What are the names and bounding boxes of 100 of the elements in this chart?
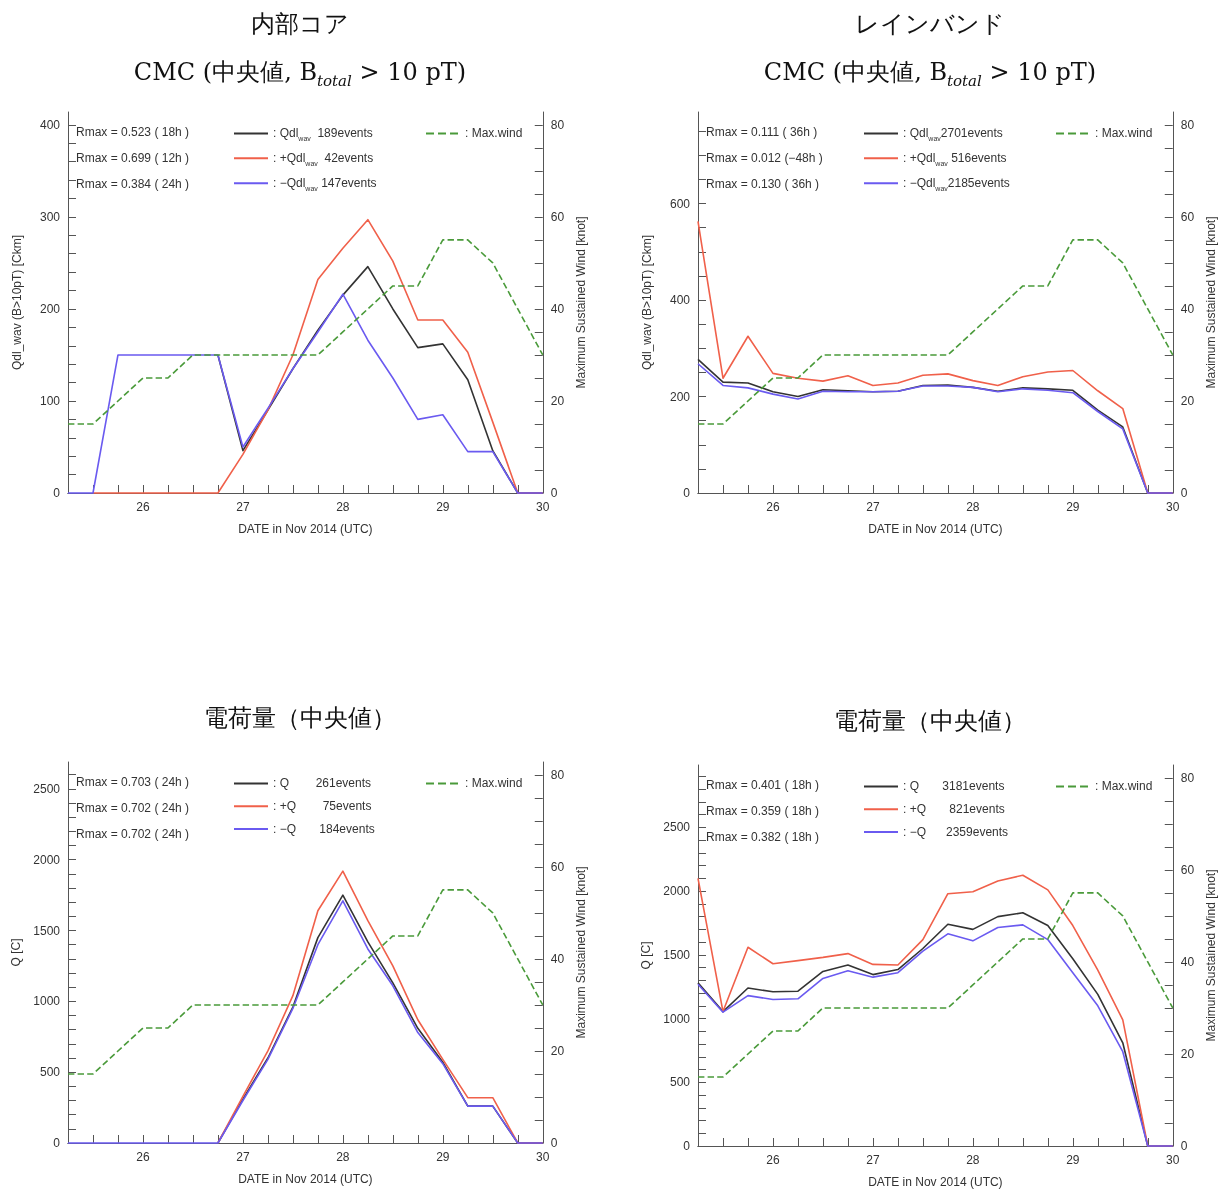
legend-label: : −Q 184events xyxy=(273,822,375,836)
x-axis-title: DATE in Nov 2014 (UTC) xyxy=(238,522,373,536)
y-tick-label: 1000 xyxy=(663,1011,691,1026)
x-tick-label: 29 xyxy=(1066,500,1080,514)
y-tick-label: 2000 xyxy=(663,884,691,899)
y-tick-label: 0 xyxy=(683,1139,691,1153)
y2-tick-label: 80 xyxy=(1180,770,1195,785)
y-tick-label: 0 xyxy=(53,1136,61,1150)
line-series xyxy=(67,889,544,1075)
y2-tick-label: 20 xyxy=(550,1043,565,1058)
y-axis-title: Qdl_wav (B>10pT) [Ckm] xyxy=(640,234,654,371)
annotation: Rmax = 0.130 ( 36h ) xyxy=(706,177,820,191)
x-tick-label: 26 xyxy=(136,500,150,514)
y2-tick-label: 20 xyxy=(550,393,565,408)
x-tick-label: 26 xyxy=(766,500,780,514)
y-axis-title: Q [C] xyxy=(9,938,24,967)
y2-tick-label: 60 xyxy=(1180,862,1195,877)
legend-label: : +Q 75events xyxy=(273,799,372,814)
y-tick-label: 600 xyxy=(669,196,691,211)
x-tick-label: 27 xyxy=(866,500,880,514)
y-tick-label: 2500 xyxy=(663,820,691,835)
x-tick-label: 28 xyxy=(966,1153,980,1167)
y2-tick-label: 80 xyxy=(1180,117,1195,132)
y-axis-title: Qdl_wav (B>10pT) [Ckm] xyxy=(10,234,24,371)
x-tick-label: 30 xyxy=(1166,1153,1180,1167)
y-tick-label: 400 xyxy=(669,293,691,308)
line-series xyxy=(67,239,544,425)
legend-label: : Max.wind xyxy=(1095,126,1153,141)
x-tick-label: 30 xyxy=(536,1150,550,1164)
legend-label: : Max.wind xyxy=(465,776,523,791)
x-tick-label: 29 xyxy=(436,1150,450,1164)
annotation: Rmax = 0.012 (−48h ) xyxy=(706,151,823,165)
chart-subtitle: CMC (中央値, B$_{total}$ > 10 pT) xyxy=(132,57,468,90)
y2-tick-label: 60 xyxy=(550,209,565,224)
y-tick-label: 1500 xyxy=(663,947,691,962)
chart-title: 電荷量（中央値） xyxy=(833,706,1027,737)
x-tick-label: 28 xyxy=(336,500,350,514)
y2-tick-label: 60 xyxy=(550,859,565,874)
annotation: Rmax = 0.382 ( 18h ) xyxy=(706,830,820,844)
x-tick-label: 26 xyxy=(766,1153,780,1167)
y2-tick-label: 0 xyxy=(550,1136,558,1150)
y-tick-label: 1000 xyxy=(33,994,61,1009)
y2-tick-label: 40 xyxy=(550,951,565,966)
x-tick-label: 26 xyxy=(136,1150,150,1164)
legend-label: : −Q 2359events xyxy=(903,825,1009,839)
x-tick-label: 28 xyxy=(336,1150,350,1164)
y2-axis-title: Maximum Sustained Wind [knot] xyxy=(574,216,588,389)
legend-label: : Max.wind xyxy=(1095,779,1153,794)
y2-axis-title: Maximum Sustained Wind [knot] xyxy=(574,866,588,1039)
y-tick-label: 2500 xyxy=(33,781,61,796)
x-tick-label: 29 xyxy=(1066,1153,1080,1167)
x-tick-label: 27 xyxy=(866,1153,880,1167)
chart-title: 内部コア xyxy=(250,9,350,40)
y2-tick-label: 0 xyxy=(1180,1139,1188,1153)
y-tick-label: 400 xyxy=(39,117,61,132)
legend-label: : +Q 821events xyxy=(903,802,1005,817)
y-tick-label: 0 xyxy=(683,486,691,500)
y2-axis-title: Maximum Sustained Wind [knot] xyxy=(1204,869,1218,1042)
annotation: Rmax = 0.699 ( 12h ) xyxy=(76,151,190,165)
chart-title: 電荷量（中央値） xyxy=(203,703,397,734)
x-tick-label: 27 xyxy=(236,1150,250,1164)
y-tick-label: 0 xyxy=(53,486,61,500)
x-axis-title: DATE in Nov 2014 (UTC) xyxy=(868,1175,1003,1189)
annotation: Rmax = 0.401 ( 18h ) xyxy=(706,778,820,792)
y-tick-label: 100 xyxy=(39,393,61,408)
legend-label: : Max.wind xyxy=(465,126,523,141)
y-tick-label: 2000 xyxy=(33,852,61,867)
x-tick-label: 30 xyxy=(1166,500,1180,514)
line-series xyxy=(697,239,1174,425)
y2-tick-label: 0 xyxy=(1180,486,1188,500)
chart-subtitle: CMC (中央値, B$_{total}$ > 10 pT) xyxy=(762,57,1098,90)
annotation: Rmax = 0.359 ( 18h ) xyxy=(706,804,820,818)
legend-label: : Q 261events xyxy=(273,776,372,791)
annotation: Rmax = 0.523 ( 18h ) xyxy=(76,125,190,139)
y2-tick-label: 40 xyxy=(550,301,565,316)
y-tick-label: 500 xyxy=(39,1065,61,1080)
annotation: Rmax = 0.384 ( 24h ) xyxy=(76,177,190,191)
y-tick-label: 300 xyxy=(39,209,61,224)
x-tick-label: 29 xyxy=(436,500,450,514)
legend-label: : Q 3181events xyxy=(903,779,1005,794)
annotation: Rmax = 0.702 ( 24h ) xyxy=(76,827,190,841)
y-tick-label: 500 xyxy=(669,1075,691,1090)
y2-tick-label: 40 xyxy=(1180,301,1195,316)
y-axis-title: Q [C] xyxy=(639,941,654,970)
y2-tick-label: 20 xyxy=(1180,393,1195,408)
x-tick-label: 28 xyxy=(966,500,980,514)
y2-tick-label: 60 xyxy=(1180,209,1195,224)
chart-title: レインバンド xyxy=(854,9,1006,40)
y2-tick-label: 0 xyxy=(550,486,558,500)
y2-tick-label: 40 xyxy=(1180,954,1195,969)
y2-tick-label: 20 xyxy=(1180,1046,1195,1061)
y2-tick-label: 80 xyxy=(550,767,565,782)
y-tick-label: 1500 xyxy=(33,923,61,938)
y-tick-label: 200 xyxy=(39,301,61,316)
line-series xyxy=(697,892,1174,1078)
annotation: Rmax = 0.111 ( 36h ) xyxy=(706,125,818,139)
annotation: Rmax = 0.703 ( 24h ) xyxy=(76,775,190,789)
x-tick-label: 27 xyxy=(236,500,250,514)
x-axis-title: DATE in Nov 2014 (UTC) xyxy=(868,522,1003,536)
y-tick-label: 200 xyxy=(669,389,691,404)
